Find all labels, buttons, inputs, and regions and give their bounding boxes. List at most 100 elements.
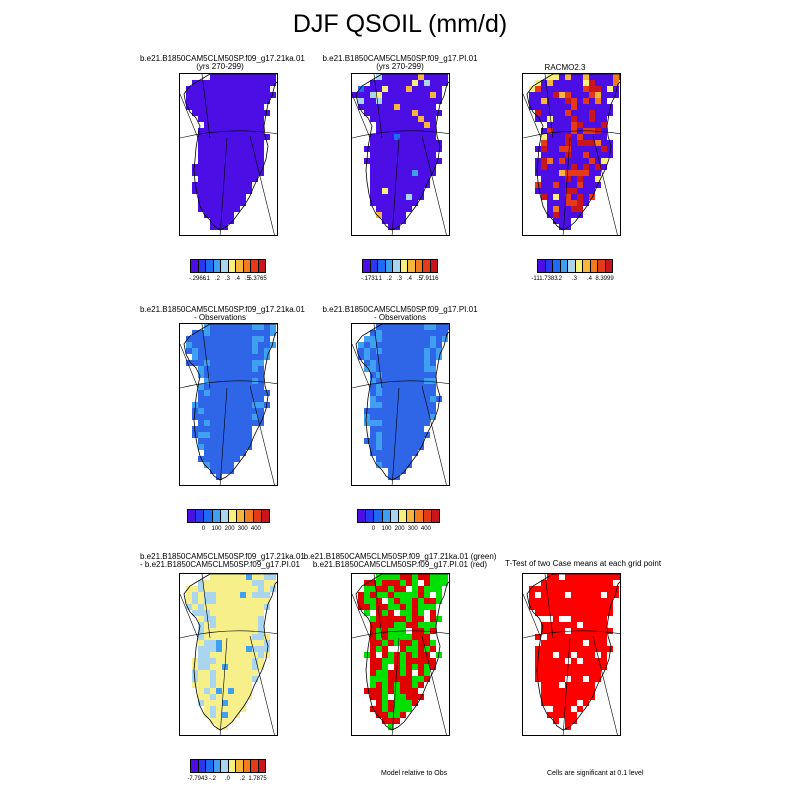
- grid-cell: [553, 712, 559, 718]
- grid-cell: [258, 122, 264, 128]
- grid-cell: [376, 402, 382, 408]
- grid-cell: [216, 628, 222, 634]
- grid-cell: [258, 134, 264, 140]
- grid-cell: [246, 74, 252, 80]
- grid-cell: [210, 622, 216, 628]
- grid-cell: [228, 610, 234, 616]
- grid-cell: [234, 330, 240, 336]
- grid-cell: [258, 580, 264, 586]
- grid-cell: [595, 98, 601, 104]
- grid-cell: [541, 616, 547, 622]
- grid-cell: [601, 98, 607, 104]
- grid-cell: [388, 348, 394, 354]
- grid-cell: [424, 414, 430, 420]
- grid-cell: [198, 658, 204, 664]
- grid-cell: [198, 396, 204, 402]
- panel-title-middle-middle: b.e21.B1850CAM5CLM50SP.f09_g17.PI.01 - O…: [320, 306, 480, 322]
- colorbar-middle-left: 0 100 200 300 400: [187, 509, 270, 539]
- grid-cell: [430, 610, 436, 616]
- graticule-line: [421, 385, 447, 485]
- grid-cell: [382, 360, 388, 366]
- grid-cell: [234, 634, 240, 640]
- grid-cell: [388, 694, 394, 700]
- grid-cell: [400, 98, 406, 104]
- grid-cell: [210, 384, 216, 390]
- grid-cell: [376, 456, 382, 462]
- grid-cell: [400, 592, 406, 598]
- grid-cell: [198, 110, 204, 116]
- grid-cell: [394, 396, 400, 402]
- grid-cell: [583, 80, 589, 86]
- grid-cell: [400, 402, 406, 408]
- grid-cell: [240, 652, 246, 658]
- grid-cell: [406, 438, 412, 444]
- panel-title-line2: b.e21.B1850CAM5CLM50SP.f09_g17.PI.01 (re…: [312, 560, 488, 569]
- grid-cell: [234, 80, 240, 86]
- grid-cell: [436, 98, 442, 104]
- grid-cell: [246, 158, 252, 164]
- grid-cell: [216, 378, 222, 384]
- grid-cell: [430, 342, 436, 348]
- grid-cell: [601, 134, 607, 140]
- grid-cell: [559, 134, 565, 140]
- colorbar-tick-label: 8.3999: [595, 276, 614, 282]
- grid-cell: [210, 628, 216, 634]
- grid-cell: [436, 324, 442, 330]
- grid-cell: [210, 330, 216, 336]
- grid-cell: [583, 176, 589, 182]
- grid-cell: [222, 134, 228, 140]
- grid-cell: [412, 682, 418, 688]
- grid-cell: [198, 426, 204, 432]
- grid-cell: [376, 580, 382, 586]
- grid-cell: [436, 592, 442, 598]
- grid-cell: [589, 652, 595, 658]
- grid-cell: [228, 718, 234, 724]
- grid-cell: [370, 646, 376, 652]
- grid-cell: [228, 218, 234, 224]
- map-panel-middle-middle: [351, 323, 450, 486]
- grid-cell: [198, 670, 204, 676]
- grid-cell: [210, 170, 216, 176]
- panel-title-line1: b.e21.B1850CAM5CLM50SP.f09_g17.21ka.01: [140, 552, 305, 561]
- grid-cell: [258, 354, 264, 360]
- grid-cell: [246, 598, 252, 604]
- grid-cell: [418, 658, 424, 664]
- grid-cell: [406, 152, 412, 158]
- grid-cell: [240, 426, 246, 432]
- grid-cell: [394, 206, 400, 212]
- grid-cell: [412, 390, 418, 396]
- grid-cell: [418, 104, 424, 110]
- grid-cell: [388, 366, 394, 372]
- grid-cell: [607, 574, 613, 580]
- grid-cell: [252, 134, 258, 140]
- grid-cell: [192, 598, 198, 604]
- grid-cell: [430, 146, 436, 152]
- grid-cell: [198, 604, 204, 610]
- grid-cell: [246, 342, 252, 348]
- grid-cell: [400, 468, 406, 474]
- grid-cell: [547, 598, 553, 604]
- grid-cell: [412, 396, 418, 402]
- grid-cell: [388, 456, 394, 462]
- grid-cell: [424, 74, 430, 80]
- grid-cell: [246, 580, 252, 586]
- grid-cell: [412, 86, 418, 92]
- grid-cell: [216, 718, 222, 724]
- grid-cell: [577, 574, 583, 580]
- grid-cell: [246, 354, 252, 360]
- grid-cell: [204, 378, 210, 384]
- grid-cell: [424, 384, 430, 390]
- grid-cell: [370, 402, 376, 408]
- note-bottom-right: Cells are significant at 0.1 level: [547, 770, 644, 777]
- grid-cell: [577, 80, 583, 86]
- grid-cell: [577, 188, 583, 194]
- grid-cell: [192, 586, 198, 592]
- grid-cell: [571, 682, 577, 688]
- grid-cell: [228, 438, 234, 444]
- grid-cell: [424, 372, 430, 378]
- grid-cell: [240, 86, 246, 92]
- grid-cell: [364, 414, 370, 420]
- grid-cell: [246, 688, 252, 694]
- grid-cell: [382, 408, 388, 414]
- grid-cell: [198, 640, 204, 646]
